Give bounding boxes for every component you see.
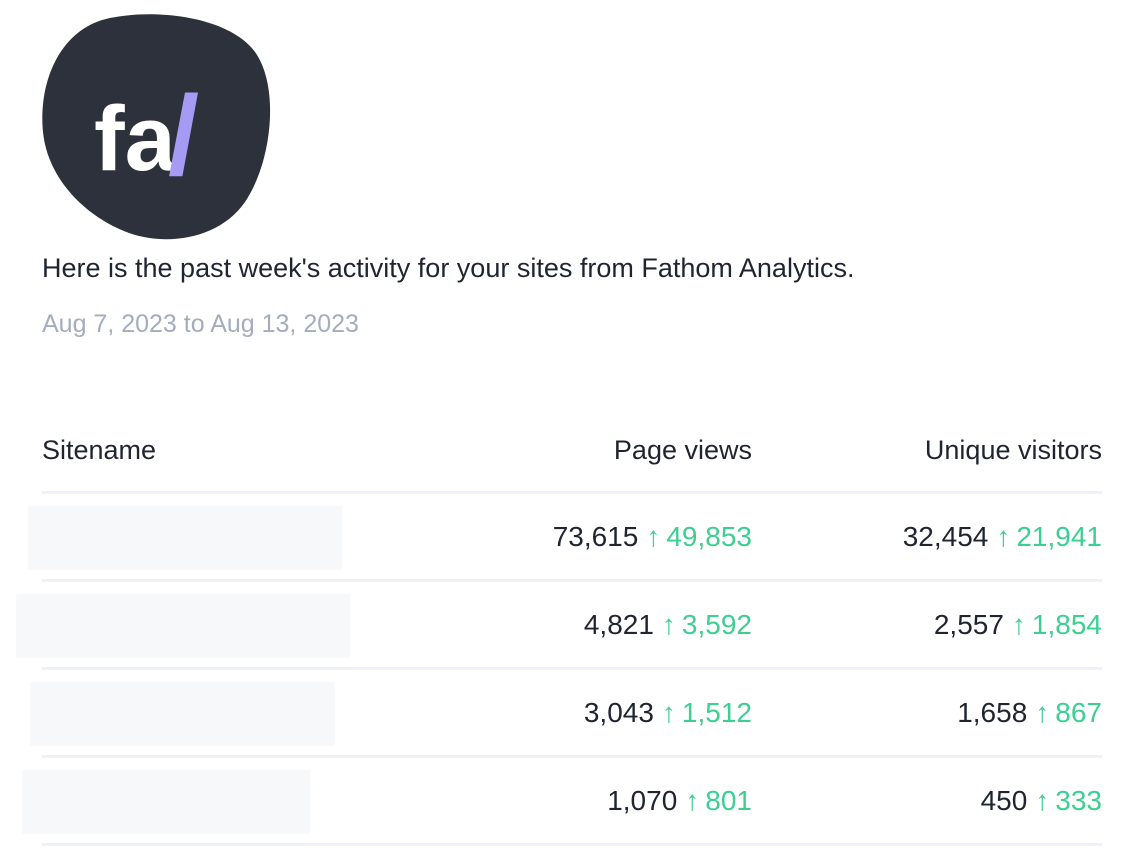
table-row: 1,070 ↑ 801 450 ↑ 333 — [22, 758, 1102, 846]
page-views-delta: 49,853 — [666, 520, 752, 552]
redacted-sitename — [22, 770, 310, 834]
table-row: 3,043 ↑ 1,512 1,658 ↑ 867 — [30, 670, 1102, 758]
fathom-logo: fa / — [40, 12, 272, 244]
logo-letters: fa — [94, 88, 177, 190]
table-header: Sitename Page views Unique visitors — [42, 410, 1102, 494]
header-page-views: Page views — [613, 435, 752, 465]
redacted-sitename — [16, 594, 350, 658]
header-unique-visitors: Unique visitors — [924, 435, 1102, 465]
fathom-logo-icon: fa / — [42, 14, 271, 240]
intro-text: Here is the past week's activity for you… — [42, 253, 855, 283]
table-row: 4,821 ↑ 3,592 2,557 ↑ 1,854 — [16, 582, 1102, 670]
row-unique-visitors: 1,658 ↑ 867 — [752, 697, 1102, 729]
page-views-value: 1,070 — [607, 784, 678, 816]
unique-visitors-delta: 21,941 — [1016, 520, 1102, 552]
page-views-value: 3,043 — [583, 696, 654, 728]
unique-visitors-delta: 333 — [1055, 784, 1102, 816]
arrow-up-icon: ↑ — [1011, 608, 1026, 640]
header-sitename: Sitename — [42, 435, 157, 465]
page-views-delta: 3,592 — [681, 608, 752, 640]
sites-stats-table: Sitename Page views Unique visitors 73,6… — [16, 410, 1102, 846]
date-range: Aug 7, 2023 to Aug 13, 2023 — [42, 310, 359, 338]
page-views-value: 4,821 — [583, 608, 654, 640]
page-views-delta: 1,512 — [681, 696, 752, 728]
row-unique-visitors: 2,557 ↑ 1,854 — [752, 609, 1102, 641]
row-page-views: 1,070 ↑ 801 — [402, 785, 752, 817]
unique-visitors-value: 1,658 — [957, 696, 1028, 728]
redacted-sitename — [28, 506, 342, 570]
unique-visitors-value: 450 — [980, 784, 1028, 816]
unique-visitors-delta: 867 — [1055, 696, 1102, 728]
unique-visitors-value: 2,557 — [933, 608, 1004, 640]
arrow-up-icon: ↑ — [996, 520, 1011, 552]
page-views-delta: 801 — [705, 784, 752, 816]
logo-slash: / — [168, 73, 199, 198]
arrow-up-icon: ↑ — [661, 608, 676, 640]
row-page-views: 3,043 ↑ 1,512 — [402, 697, 752, 729]
page-views-value: 73,615 — [552, 520, 639, 552]
redacted-sitename — [30, 682, 335, 746]
arrow-up-icon: ↑ — [685, 784, 700, 816]
unique-visitors-value: 32,454 — [902, 520, 989, 552]
row-unique-visitors: 32,454 ↑ 21,941 — [752, 521, 1102, 553]
arrow-up-icon: ↑ — [1035, 784, 1050, 816]
arrow-up-icon: ↑ — [646, 520, 661, 552]
row-unique-visitors: 450 ↑ 333 — [752, 785, 1102, 817]
table-row: 73,615 ↑ 49,853 32,454 ↑ 21,941 — [28, 494, 1102, 582]
row-page-views: 73,615 ↑ 49,853 — [402, 521, 752, 553]
row-page-views: 4,821 ↑ 3,592 — [402, 609, 752, 641]
unique-visitors-delta: 1,854 — [1031, 608, 1102, 640]
arrow-up-icon: ↑ — [661, 696, 676, 728]
arrow-up-icon: ↑ — [1035, 696, 1050, 728]
